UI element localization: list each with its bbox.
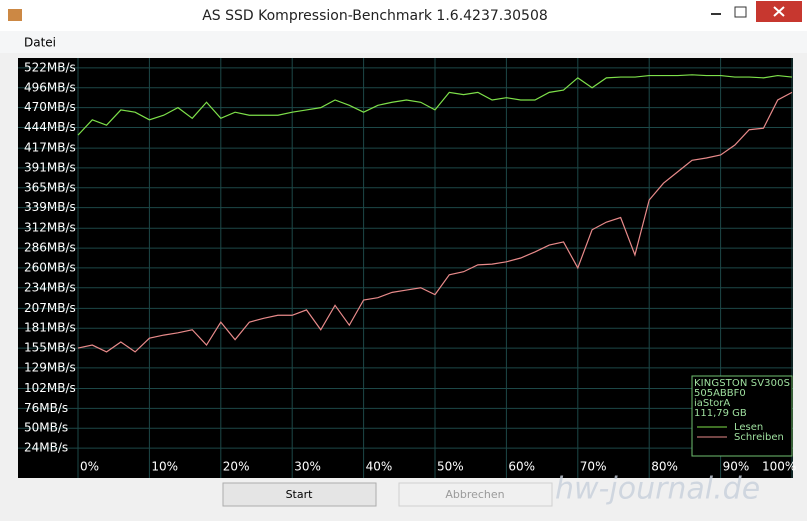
y-tick-label: 365MB/s bbox=[24, 180, 76, 194]
y-tick-label: 102MB/s bbox=[24, 381, 76, 395]
watermark: hw-journal.de bbox=[555, 472, 760, 507]
x-tick-label: 90% bbox=[723, 460, 750, 474]
y-tick-label: 50MB/s bbox=[24, 421, 68, 435]
info-text: 111,79 GB bbox=[694, 408, 747, 419]
info-box bbox=[691, 375, 793, 457]
y-tick-label: 234MB/s bbox=[24, 280, 76, 294]
maximize[interactable] bbox=[734, 6, 747, 18]
y-tick-label: 24MB/s bbox=[24, 441, 68, 455]
y-tick-label: 444MB/s bbox=[24, 120, 76, 134]
app-icon bbox=[8, 9, 22, 21]
data-line bbox=[77, 74, 793, 136]
x-tick-label: 20% bbox=[223, 460, 250, 474]
x-tick-label: 50% bbox=[437, 460, 464, 474]
y-tick-label: 470MB/s bbox=[24, 100, 76, 114]
y-tick-label: 260MB/s bbox=[24, 260, 76, 274]
y-tick-label: 417MB/s bbox=[24, 141, 76, 155]
y-tick-label: 339MB/s bbox=[24, 200, 76, 214]
y-tick-label: 391MB/s bbox=[24, 160, 76, 174]
info-text: KINGSTON SV300S bbox=[694, 378, 790, 389]
y-tick-label: 312MB/s bbox=[24, 221, 76, 235]
x-tick-label: 0% bbox=[80, 460, 99, 474]
info-text: iaStorA bbox=[694, 398, 730, 409]
legend-label: Schreiben bbox=[734, 432, 784, 443]
x-tick-label: 40% bbox=[366, 460, 393, 474]
legend-label: Lesen bbox=[734, 422, 763, 433]
y-tick-label: 207MB/s bbox=[24, 301, 76, 315]
data-line bbox=[77, 91, 793, 353]
button-label: Abbrechen bbox=[445, 488, 504, 501]
y-tick-label: 522MB/s bbox=[24, 60, 76, 74]
x-tick-label: 100% bbox=[762, 460, 796, 474]
menu-bar bbox=[0, 31, 807, 53]
y-tick-label: 496MB/s bbox=[24, 80, 76, 94]
y-tick-label: 286MB/s bbox=[24, 241, 76, 255]
x-tick-label: 70% bbox=[580, 460, 607, 474]
y-tick-label: 129MB/s bbox=[24, 360, 76, 374]
button-label[interactable]: Start bbox=[286, 488, 314, 501]
y-tick-label: 155MB/s bbox=[24, 341, 76, 355]
cancel-button bbox=[398, 482, 553, 507]
close-icon bbox=[773, 6, 785, 17]
y-tick-label: 181MB/s bbox=[24, 321, 76, 335]
x-tick-label: 10% bbox=[151, 460, 178, 474]
menu-item[interactable]: Datei bbox=[24, 36, 56, 50]
y-tick-label: 76MB/s bbox=[24, 401, 68, 415]
chart: 522MB/s 496MB/s 470MB/s 444MB/s 417MB/s 391MB… bbox=[18, 58, 796, 478]
title-bar bbox=[0, 0, 807, 31]
x-tick-label: 80% bbox=[651, 460, 678, 474]
x-tick-label: 60% bbox=[508, 460, 535, 474]
x-tick-label: 30% bbox=[294, 460, 321, 474]
window-title: AS SSD Kompression-Benchmark 1.6.4237.30… bbox=[202, 8, 548, 24]
info-text: 505ABBF0 bbox=[694, 388, 746, 399]
start-button[interactable] bbox=[222, 482, 377, 507]
